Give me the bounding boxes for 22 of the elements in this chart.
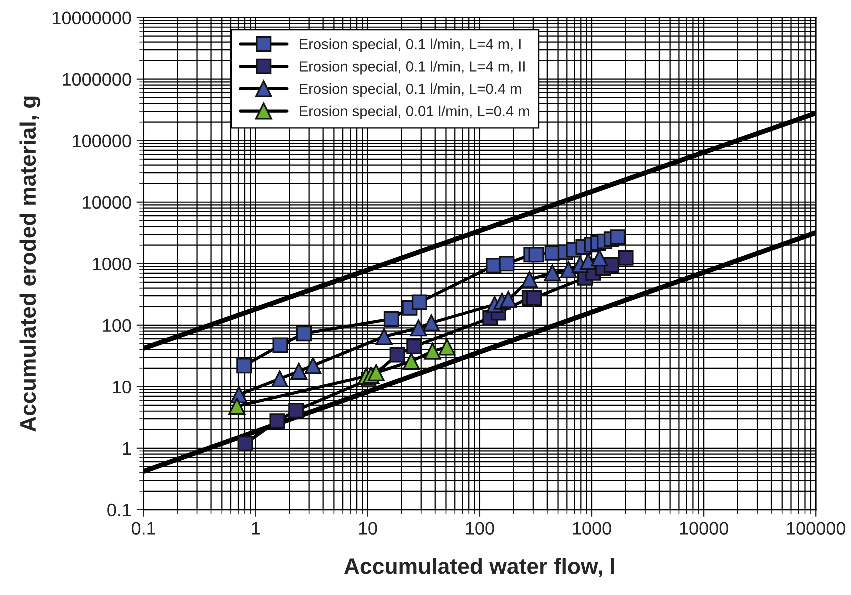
x-axis-title: Accumulated water flow, l (344, 558, 614, 578)
y-tick-label: 100000 (73, 134, 132, 148)
y-axis-title: Accumulated eroded material, g (20, 96, 41, 432)
x-tick-label: 10000 (680, 522, 728, 535)
x-tick-label: 10 (359, 522, 378, 535)
y-tick-label: 100 (103, 319, 132, 332)
x-tick-label: 100 (466, 522, 494, 535)
y-tick-label: 1 (123, 442, 132, 455)
x-tick-label: 1 (252, 522, 260, 535)
y-tick-label: 10000000 (53, 12, 132, 25)
legend-label: Erosion special, 0.1 l/min, L=0.4 m (300, 84, 522, 98)
y-tick-label: 10 (113, 380, 132, 394)
legend-label: Erosion special, 0.01 l/min, L=0.4 m (300, 106, 530, 120)
legend-label: Erosion special, 0.1 l/min, L=4 m, II (300, 61, 525, 75)
y-tick-label: 0.1 (108, 504, 132, 517)
x-tick-label: 100000 (787, 522, 846, 535)
y-tick-label: 1000000 (63, 73, 132, 86)
y-tick-label: 1000 (93, 258, 132, 271)
y-tick-label: 10000 (83, 196, 132, 210)
x-tick-label: 0.1 (132, 522, 156, 535)
x-tick-label: 1000 (573, 522, 612, 535)
legend-label: Erosion special, 0.1 l/min, L=4 m, I (300, 38, 521, 52)
